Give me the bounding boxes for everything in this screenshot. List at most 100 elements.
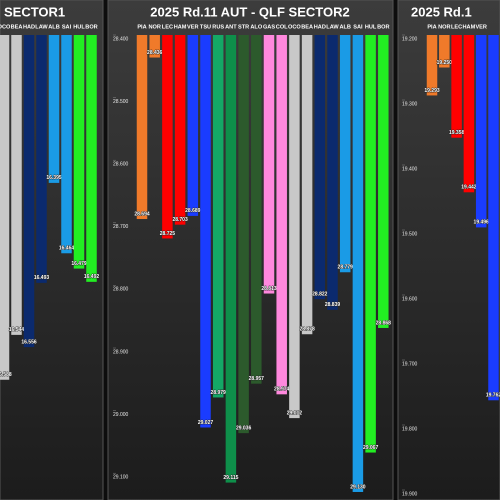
bar	[86, 35, 97, 282]
y-tick-label: 19.900	[402, 491, 418, 497]
bar	[451, 35, 462, 138]
value-label: 29.115	[223, 475, 238, 481]
y-tick-label: 19.200	[402, 36, 418, 42]
y-tick-label: 28.500	[113, 99, 129, 105]
bar	[263, 35, 275, 294]
value-label: 16.588	[0, 372, 12, 378]
value-label: 28.725	[160, 231, 176, 237]
value-label: 16.556	[21, 339, 37, 345]
x-tick-label: LEC	[451, 24, 462, 30]
x-tick-label: STR	[238, 24, 249, 30]
value-label: 28.868	[376, 320, 392, 326]
bar	[136, 35, 148, 220]
x-tick-label: HUL	[365, 24, 377, 30]
bar	[23, 35, 35, 348]
x-tick-label: TSU	[200, 24, 211, 30]
bar	[212, 35, 224, 398]
value-label: 28.822	[312, 292, 328, 298]
bar	[289, 35, 300, 419]
value-label: 28.957	[249, 376, 265, 382]
y-tick-label: 19.300	[402, 101, 418, 107]
x-tick-label: LAW	[326, 24, 339, 30]
bar	[11, 35, 22, 335]
x-tick-label: RUS	[212, 24, 224, 30]
value-label: 28.703	[172, 217, 188, 223]
bar	[301, 35, 313, 335]
value-label: 28.813	[261, 286, 277, 292]
x-tick-label: BEA	[11, 24, 23, 30]
value-label: 28.779	[338, 265, 354, 271]
y-tick-label: 19.400	[402, 166, 418, 172]
x-tick-label: NOR	[148, 24, 160, 30]
value-label: 28.689	[185, 208, 201, 214]
y-tick-label: 19.700	[402, 361, 418, 367]
x-tick-label: ANT	[225, 24, 237, 30]
value-label: 19.250	[437, 60, 453, 66]
value-label: 29.027	[198, 420, 214, 426]
bar	[378, 35, 389, 328]
value-label: 19.496	[474, 220, 490, 226]
x-tick-label: HAM	[463, 24, 476, 30]
x-tick-label: NOR	[438, 24, 450, 30]
x-tick-label: BOR	[85, 24, 97, 30]
bar	[439, 35, 450, 68]
bar	[73, 35, 85, 269]
bar	[162, 35, 173, 239]
bar	[488, 35, 499, 401]
value-label: 28.979	[211, 390, 227, 396]
value-label: 16.479	[71, 261, 87, 267]
x-tick-label: OCO	[0, 24, 11, 30]
x-tick-label: PIA	[137, 24, 146, 30]
bar	[463, 35, 475, 193]
value-label: 28.436	[147, 50, 163, 56]
y-tick-label: 28.400	[113, 36, 129, 42]
value-label: 16.492	[84, 274, 100, 280]
y-tick-label: 29.000	[113, 412, 129, 418]
bar	[36, 35, 47, 283]
x-tick-label: ALB	[48, 24, 60, 30]
y-tick-label: 28.700	[113, 224, 129, 230]
x-tick-label: BOR	[377, 24, 389, 30]
x-tick-label: HAD	[314, 24, 326, 30]
value-label: 19.293	[424, 88, 440, 94]
bar	[365, 35, 376, 453]
value-label: 16.464	[59, 246, 75, 252]
value-label: 29.130	[350, 484, 366, 490]
bar	[352, 35, 364, 492]
value-label: 29.067	[363, 445, 379, 451]
x-tick-label: LAW	[35, 24, 48, 30]
value-label: 16.544	[9, 327, 25, 333]
value-label: 28.974	[274, 387, 290, 393]
bar	[327, 35, 338, 310]
bar	[276, 35, 287, 395]
chart-title: 2025 Rd.11 AUT - QLF SECTOR2	[150, 4, 349, 19]
bar	[339, 35, 351, 273]
bar	[48, 35, 60, 183]
bar	[61, 35, 72, 254]
value-label: 19.358	[449, 130, 465, 136]
chart-panel: 2025 Rd.1 19.200 19.300 19.400 19.500 19.600 1…	[402, 4, 500, 497]
y-tick-label: 19.600	[402, 296, 418, 302]
x-tick-label: HUL	[73, 24, 85, 30]
x-tick-label: OCO	[288, 24, 301, 30]
value-label: 16.493	[34, 275, 50, 281]
chart-panel: SECTOR1 OCO 16.588 BEA 16.544 HAD 16.556 LAW 16.…	[0, 4, 100, 380]
bar	[187, 35, 199, 216]
chart-panel: 2025 Rd.11 AUT - QLF SECTOR2 28.400 28.500…	[113, 4, 392, 492]
x-tick-label: VER	[187, 24, 199, 30]
value-label: 16.395	[46, 175, 62, 181]
x-tick-label: HAM	[174, 24, 187, 30]
x-tick-label: GAS	[263, 24, 275, 30]
bar	[174, 35, 186, 225]
bar	[426, 35, 438, 96]
x-tick-label: COL	[276, 24, 288, 30]
bar	[0, 35, 10, 380]
x-tick-label: ALO	[250, 24, 262, 30]
chart-title: SECTOR1	[4, 4, 65, 19]
bar	[149, 35, 160, 58]
x-tick-label: SAI	[353, 24, 363, 30]
value-label: 29.012	[287, 410, 303, 416]
bar	[314, 35, 326, 300]
x-tick-label: ALB	[339, 24, 351, 30]
